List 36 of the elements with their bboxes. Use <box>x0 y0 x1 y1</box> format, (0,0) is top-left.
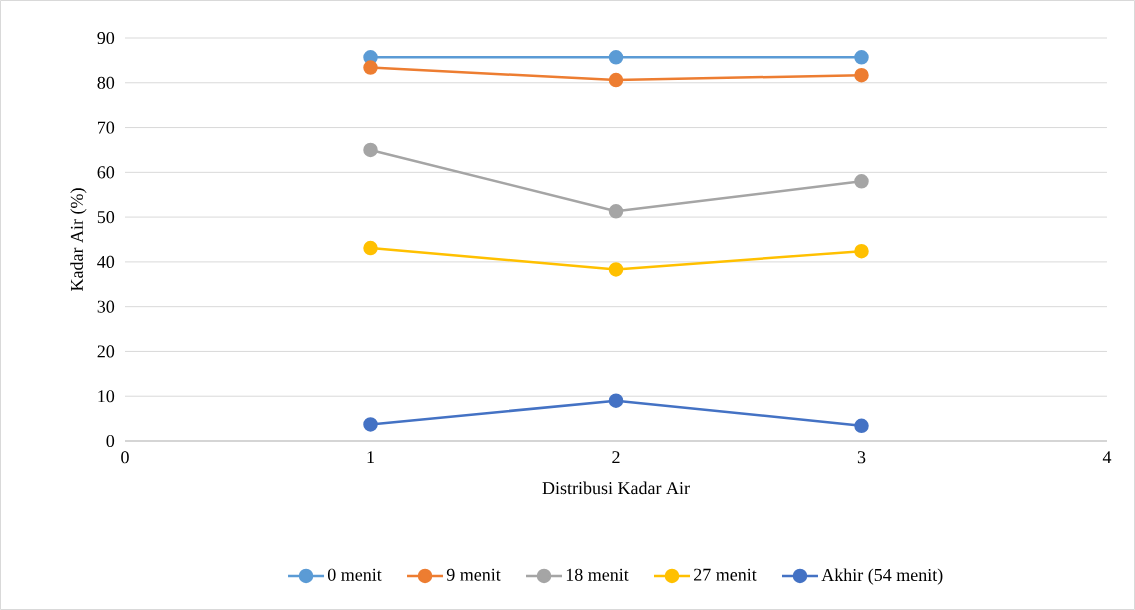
y-tick-label: 50 <box>97 211 115 224</box>
point <box>608 393 624 408</box>
y-tick-label: 80 <box>97 76 115 89</box>
point <box>608 50 624 65</box>
y-tick-label: 70 <box>98 121 115 134</box>
y-tick-label: 30 <box>97 300 115 313</box>
x-tick-label: 4 <box>1102 451 1112 464</box>
point <box>854 418 869 434</box>
x-tick-label: 2 <box>612 451 620 464</box>
point <box>363 142 378 158</box>
y-tick-label: 10 <box>98 390 115 403</box>
point <box>854 50 869 65</box>
y-tick-label: 60 <box>97 166 115 179</box>
point <box>363 60 378 75</box>
point <box>608 262 624 277</box>
y-tick-label: 40 <box>97 255 115 268</box>
legend-label: 9 menit <box>446 568 501 581</box>
x-tick-label: 3 <box>857 451 866 464</box>
legend-label: 0 menit <box>327 568 382 581</box>
legend-label: 27 menit <box>694 568 757 581</box>
point <box>854 174 869 189</box>
point <box>363 417 378 432</box>
y-axis-title: Kadar Air (%) <box>70 188 87 291</box>
legend-label: 18 menit <box>566 568 629 581</box>
point <box>363 240 378 256</box>
point <box>854 67 869 83</box>
point <box>608 204 624 219</box>
y-tick-label: 90 <box>97 31 115 45</box>
y-tick-label: 20 <box>97 345 115 358</box>
point <box>608 72 624 88</box>
x-axis-title: Distribusi Kadar Air <box>542 481 690 495</box>
x-tick-label: 0 <box>121 451 129 464</box>
x-tick-label: 1 <box>367 451 374 464</box>
legend-label: Akhir (54 menit) <box>821 568 943 585</box>
y-tick-label: 0 <box>106 434 115 448</box>
point <box>854 243 869 259</box>
